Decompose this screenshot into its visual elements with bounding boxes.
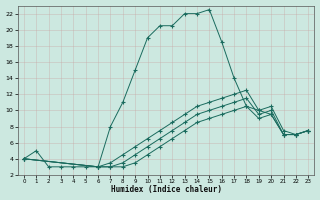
X-axis label: Humidex (Indice chaleur): Humidex (Indice chaleur) bbox=[111, 185, 221, 194]
